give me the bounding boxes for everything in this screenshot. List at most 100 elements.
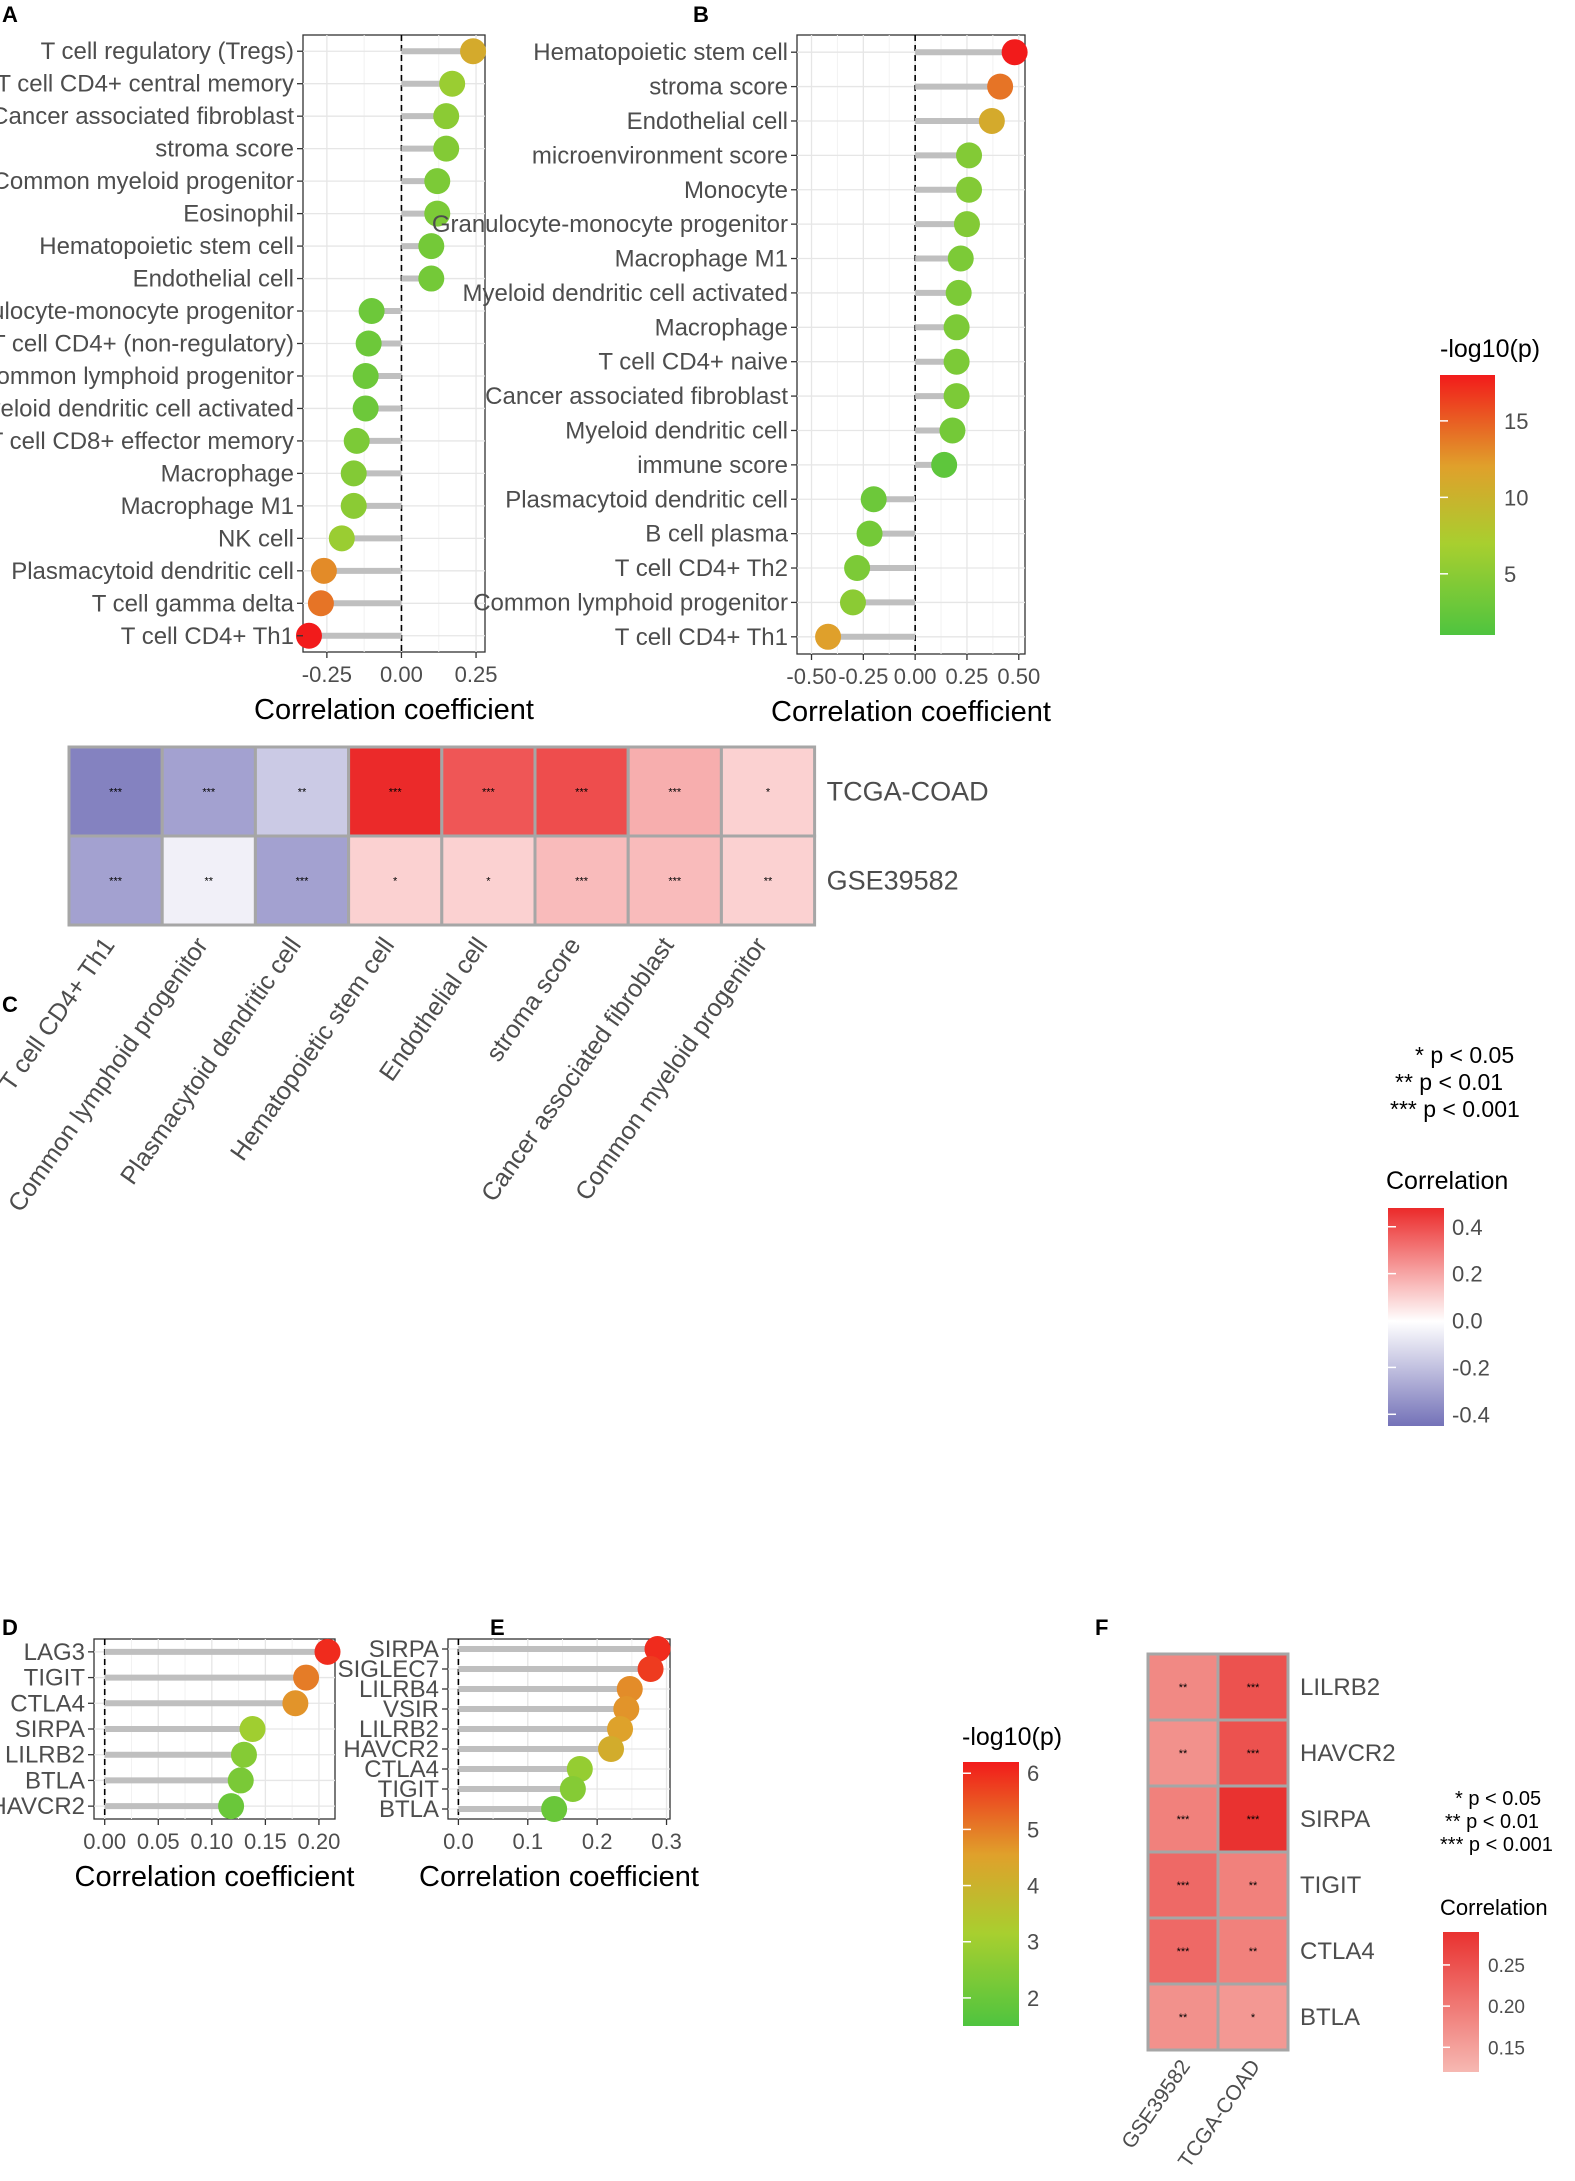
legend-c: * p < 0.05 ** p < 0.01 *** p < 0.001 Cor…	[1386, 1042, 1520, 1427]
e-point	[613, 1696, 640, 1722]
b-x-tick-label: 0.50	[997, 664, 1040, 689]
d-point	[293, 1664, 320, 1691]
f-heat-cell	[1146, 1982, 1220, 2052]
a-point	[310, 557, 337, 584]
f-heat-cell	[1216, 1916, 1290, 1986]
c-col-label: stroma score	[481, 932, 587, 1066]
c-sig-label: **	[298, 787, 307, 799]
f-row-label: TIGIT	[1300, 1872, 1362, 1899]
f-heat-cell	[1146, 1718, 1220, 1788]
e-point	[566, 1756, 593, 1782]
f-sig-label: ***	[1177, 1880, 1191, 1892]
f-sig-label: ***	[1177, 1946, 1191, 1958]
e-y-label: VSIR	[383, 1696, 439, 1723]
e-x-tick-label: 0.1	[512, 1829, 543, 1854]
e-point	[644, 1636, 671, 1662]
b-point	[856, 520, 883, 547]
panel-d-lollipop: 0.00 0.05 0.10 0.15 0.20 LAG3TIGITCTLA4SIRPAL…	[0, 1638, 354, 1893]
a-point	[433, 135, 460, 162]
legend-c-tick-label: 0.0	[1452, 1309, 1483, 1334]
legend-c-tick-label: 0.4	[1452, 1215, 1483, 1240]
f-row-label: BTLA	[1300, 2004, 1360, 2031]
a-point	[295, 622, 322, 649]
a-point	[439, 70, 466, 97]
a-point	[433, 103, 460, 130]
c-sig-label: ***	[109, 876, 123, 888]
f-row-label: CTLA4	[1300, 1938, 1375, 1965]
b-y-label: Common lymphoid progenitor	[473, 589, 788, 616]
a-y-label: Cancer associated fibroblast	[0, 103, 294, 130]
a-point	[418, 265, 445, 292]
legend-c-sig-2: ** p < 0.01	[1395, 1069, 1503, 1095]
d-y-label: HAVCR2	[0, 1793, 85, 1820]
c-sig-label: ***	[389, 787, 403, 799]
a-y-label: Common lymphoid progenitor	[0, 363, 294, 390]
e-x-tick-label: 0.3	[651, 1829, 682, 1854]
f-row-label: LILRB2	[1300, 1674, 1380, 1701]
a-x-axis-title: Correlation coefficient	[254, 694, 534, 726]
a-x-tick-label: 0.25	[455, 662, 498, 687]
d-x-tick-label: 0.10	[190, 1829, 233, 1854]
legend-e-tick-label: 2	[1027, 1986, 1039, 2011]
b-point	[978, 107, 1005, 134]
a-x-tick-label: 0.00	[380, 662, 423, 687]
f-heat-cell	[1216, 1850, 1290, 1920]
b-x-tick-label: -0.50	[786, 664, 836, 689]
f-sig-label: **	[1179, 1748, 1188, 1760]
legend-f-tick-label: 0.15	[1488, 2038, 1525, 2059]
b-y-label: Cancer associated fibroblast	[485, 383, 788, 410]
legend-e-colorbar	[963, 1762, 1019, 2026]
f-sig-label: **	[1249, 1946, 1258, 1958]
b-y-label: Endothelial cell	[627, 108, 788, 135]
b-point	[943, 383, 970, 410]
c-sig-label: ***	[296, 876, 310, 888]
d-y-label: LILRB2	[5, 1742, 85, 1769]
e-y-label: SIRPA	[369, 1636, 439, 1663]
legend-e-tick-label: 3	[1027, 1930, 1039, 1955]
c-sig-label: ***	[482, 787, 496, 799]
f-row-label: SIRPA	[1300, 1806, 1370, 1833]
b-y-label: Hematopoietic stem cell	[533, 39, 788, 66]
d-y-label: CTLA4	[10, 1690, 85, 1717]
b-x-tick-label: 0.25	[946, 664, 989, 689]
b-y-label: Macrophage	[655, 314, 788, 341]
e-x-axis-title: Correlation coefficient	[419, 1861, 699, 1893]
c-sig-label: *	[766, 787, 771, 799]
a-y-label: NK cell	[218, 525, 294, 552]
e-point	[541, 1796, 568, 1822]
b-y-label: immune score	[637, 452, 788, 479]
c-sig-label: *	[393, 876, 398, 888]
b-y-label: B cell plasma	[645, 521, 788, 548]
f-sig-label: **	[1179, 1682, 1188, 1694]
c-sig-label: ***	[668, 787, 682, 799]
panel-label-d: D	[2, 1615, 18, 1640]
b-point	[815, 623, 842, 650]
a-x-tick-label: -0.25	[302, 662, 352, 687]
c-heat-cell	[347, 834, 444, 927]
panel-label-a: A	[2, 2, 18, 27]
c-row-label: GSE39582	[827, 866, 959, 896]
legend-b-colorbar	[1440, 375, 1495, 635]
c-col-label: Plasmacytoid dendritic cell	[115, 932, 307, 1189]
legend-b-tick-label: 15	[1504, 409, 1528, 434]
f-sig-label: ***	[1177, 1814, 1191, 1826]
b-y-label: T cell CD4+ Th1	[615, 624, 788, 651]
c-row-label: TCGA-COAD	[827, 777, 989, 807]
d-point	[227, 1767, 254, 1794]
legend-b-tick-label: 5	[1504, 562, 1516, 587]
legend-c-tick-label: -0.2	[1452, 1355, 1490, 1380]
legend-f-sig-1: * p < 0.05	[1455, 1788, 1541, 1810]
d-x-tick-label: 0.15	[244, 1829, 287, 1854]
a-point	[340, 492, 367, 519]
d-point	[314, 1638, 341, 1665]
e-y-label: LILRB4	[359, 1676, 439, 1703]
panel-label-c: C	[2, 992, 18, 1017]
e-y-label: LILRB2	[359, 1716, 439, 1743]
a-y-label: T cell CD4+ Th1	[121, 623, 294, 650]
d-x-tick-label: 0.00	[83, 1829, 126, 1854]
b-y-label: Myeloid dendritic cell activated	[463, 280, 789, 307]
legend-f-sig-2: ** p < 0.01	[1445, 1811, 1539, 1833]
a-y-label: Macrophage	[161, 460, 294, 487]
f-heat-cell	[1146, 1784, 1220, 1854]
c-sig-label: **	[205, 876, 214, 888]
